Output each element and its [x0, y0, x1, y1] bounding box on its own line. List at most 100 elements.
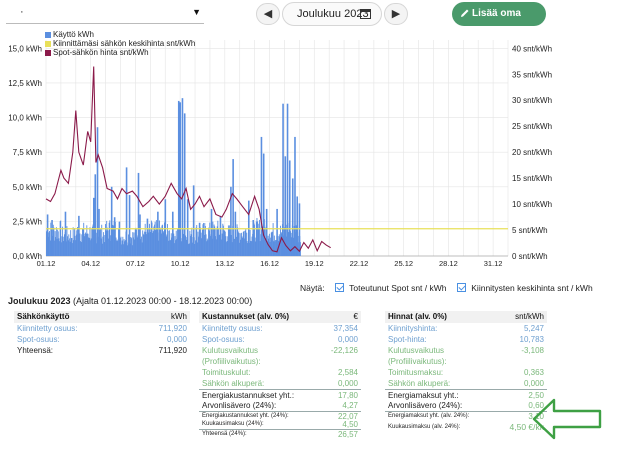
x-tick-label: 13.12: [215, 259, 234, 268]
next-month-button[interactable]: ▶: [384, 3, 408, 25]
usage-bar: [136, 229, 137, 256]
usage-bar: [163, 232, 165, 256]
row-value: 0,000: [166, 335, 187, 344]
table-row: Spot-hinta: 10,783: [385, 334, 547, 345]
spot-checkbox[interactable]: [334, 283, 344, 292]
usage-bar: [188, 243, 190, 256]
usage-bar: [108, 222, 110, 256]
usage-bar: [100, 238, 102, 256]
usage-bar: [117, 241, 119, 256]
usage-bar: [192, 185, 195, 256]
row-label: Sähkön alkuperä:: [202, 379, 265, 388]
period-title: Joulukuu 2023: [8, 296, 71, 306]
usage-bar: [152, 232, 154, 256]
energy-chart: 0,0 kWh 2,5 kWh 5,0 kWh 7,5 kWh 10,0 kWh 12,5…: [8, 40, 552, 268]
x-tick-label: 04.12: [81, 259, 100, 268]
usage-bar: [143, 235, 145, 256]
usage-bar: [165, 236, 167, 256]
spot-option-label: Toteutunut Spot snt / kWh: [349, 283, 447, 293]
usage-bar: [205, 234, 207, 256]
usage-bar: [142, 233, 144, 256]
usage-bar: [191, 227, 193, 256]
usage-bar: [239, 233, 241, 256]
usage-bar: [177, 229, 178, 256]
usage-bar: [180, 241, 182, 256]
row-value: 4,50 €/kk: [509, 422, 545, 432]
usage-bar: [233, 238, 235, 256]
usage-bar: [70, 238, 72, 256]
row-label: Spot-hinta:: [388, 335, 427, 344]
usage-bar: [238, 233, 240, 256]
usage-bar: [214, 226, 216, 256]
usage-bar: [240, 239, 242, 256]
usage-bar: [177, 100, 180, 256]
usage-bar: [113, 217, 116, 256]
table-row: Kiinnityshinta: 5,247: [385, 323, 547, 334]
usage-bar: [80, 242, 82, 256]
usage-bar: [89, 227, 91, 256]
month-picker[interactable]: Joulukuu 2023: [282, 2, 382, 26]
usage-bar: [154, 224, 155, 256]
table-row: Sähkön alkuperä: 0,000: [199, 378, 361, 389]
usage-bar: [81, 234, 83, 256]
usage-bar: [221, 233, 223, 256]
row-label: Energiakustannukset yht.:: [202, 391, 295, 400]
toolbar: · ▼ ◀ Joulukuu 2023 ▶ Lisää oma merkintä: [0, 0, 620, 43]
usage-bar: [291, 178, 294, 256]
usage-bar: [86, 225, 88, 256]
usage-bar: [260, 136, 263, 256]
usage-bar: [298, 242, 300, 256]
table-row: Yhteensä: 711,920: [14, 345, 190, 356]
table-row: Kuukausimaksu (24%): 4,50: [199, 420, 361, 429]
add-entry-button[interactable]: Lisää oma merkintä: [452, 2, 546, 43]
usage-bar: [201, 229, 203, 256]
usage-bar: [175, 230, 177, 256]
x-tick-label: 16.12: [260, 259, 279, 268]
usage-bar: [237, 227, 239, 256]
usage-bar: [83, 222, 85, 256]
row-value: 2,50: [528, 391, 544, 400]
usage-bar: [112, 225, 114, 256]
usage-bar: [80, 241, 82, 256]
usage-bar: [269, 241, 271, 256]
usage-bar: [120, 236, 122, 256]
show-options: Näytä: Toteutunut Spot snt / kWh Kiinnit…: [300, 282, 593, 293]
y-right-tick-label: 5 snt/kWh: [512, 226, 548, 235]
chevron-right-icon: ▶: [391, 8, 401, 20]
row-value: 0,000: [337, 379, 358, 388]
usage-bar: [198, 222, 201, 256]
usage-bar: [104, 242, 106, 256]
usage-bar: [222, 223, 224, 256]
fixed-price-checkbox[interactable]: [456, 283, 466, 292]
legend-item[interactable]: Käyttö kWh: [45, 30, 195, 39]
prices-panel: Hinnat (alv. 0%) snt/kWh Kiinnityshinta:…: [385, 311, 547, 434]
table-row: Spot-osuus: 0,000: [199, 334, 361, 345]
usage-bar: [222, 225, 224, 256]
usage-bar: [57, 229, 59, 256]
usage-bar: [268, 238, 270, 256]
row-value: 26,57: [337, 430, 358, 439]
usage-bar: [82, 229, 84, 256]
row-label: Kiinnitetty osuus:: [202, 324, 263, 333]
row-label: Kiinnityshinta:: [388, 324, 438, 333]
chevron-left-icon: ◀: [263, 8, 273, 20]
usage-bar: [285, 224, 287, 256]
row-label: Sähkön alkuperä:: [388, 379, 451, 388]
usage-bar: [179, 102, 182, 256]
x-tick-label: 31.12: [484, 259, 503, 268]
legend-item[interactable]: Spot-sähkön hinta snt/kWh: [45, 48, 195, 57]
usage-bar: [63, 236, 65, 256]
row-value: 4,50: [342, 420, 358, 429]
usage-bar: [153, 226, 155, 256]
row-label: Energiamaksut yht. (alv. 24%):: [388, 413, 470, 419]
row-value: 5,247: [523, 324, 544, 333]
usage-bar: [88, 238, 90, 256]
legend-item[interactable]: Kiinnittämäsi sähkön keskihinta snt/kWh: [45, 39, 195, 48]
usage-bar: [142, 230, 144, 256]
usage-bar: [245, 232, 247, 256]
usage-bar: [136, 237, 138, 256]
location-select[interactable]: · ▼: [6, 4, 204, 24]
prev-month-button[interactable]: ◀: [256, 3, 280, 25]
y-right-tick-label: 10 snt/kWh: [512, 200, 552, 209]
usage-bar: [55, 237, 57, 256]
